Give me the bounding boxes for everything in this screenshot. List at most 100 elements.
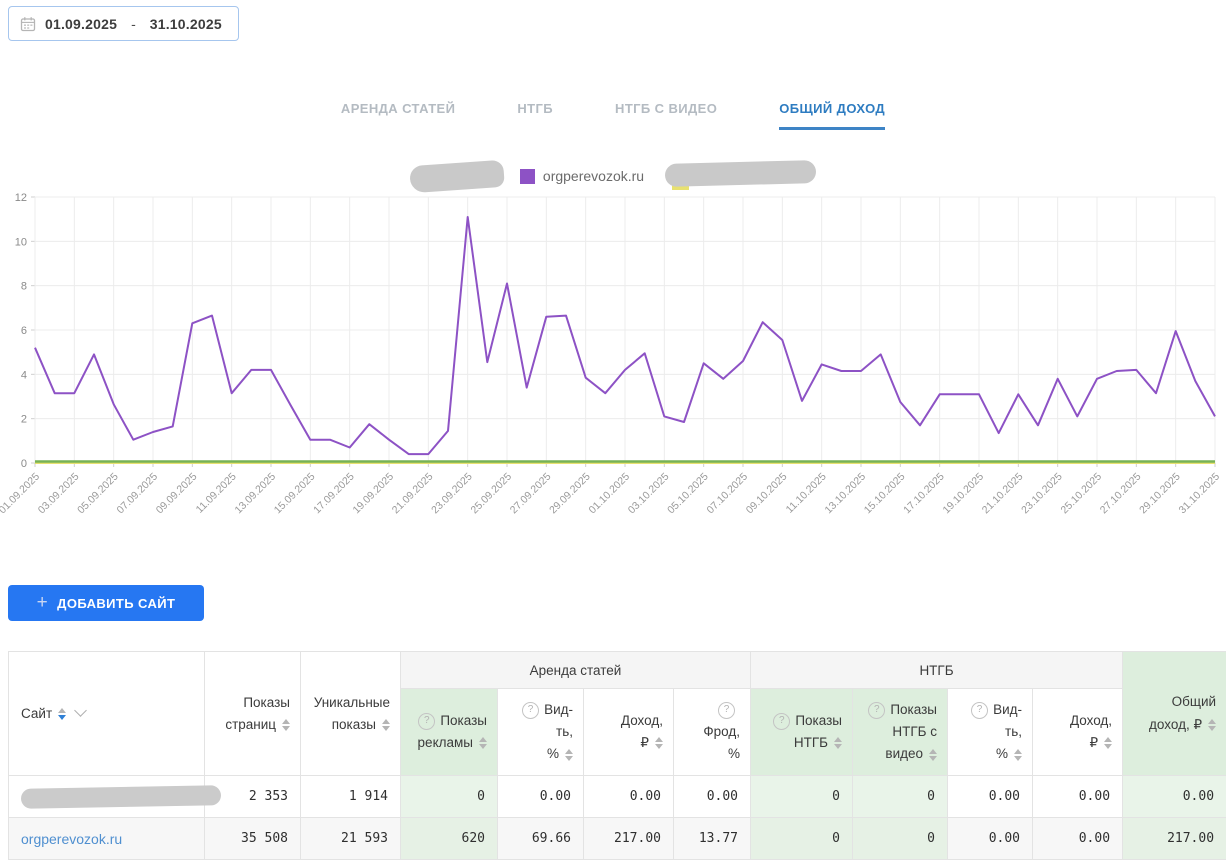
column-label-line: Вид-ть, — [993, 702, 1022, 739]
sort-icon[interactable] — [479, 737, 487, 749]
help-icon[interactable]: ? — [773, 713, 790, 730]
help-icon[interactable]: ? — [522, 702, 539, 719]
site-cell: orgperevozok.ru — [9, 818, 205, 860]
sort-down-icon — [565, 756, 573, 761]
value-cell: 0 — [751, 818, 853, 860]
column-header-показы-нтгб-с-видео[interactable]: ?ПоказыНТГБ свидео — [853, 689, 948, 776]
y-axis-label: 0 — [21, 458, 27, 470]
column-label-line: Доход, — [1070, 713, 1112, 728]
column-header-page-views[interactable]: Показыстраниц — [205, 652, 301, 776]
date-range-picker[interactable]: 01.09.2025 - 31.10.2025 — [8, 6, 239, 41]
sort-icon[interactable] — [1104, 737, 1112, 749]
chevron-down-icon[interactable] — [74, 704, 87, 717]
sort-up-icon — [1104, 737, 1112, 742]
column-label-line: Показы — [243, 695, 290, 710]
sort-down-icon — [58, 715, 66, 720]
sort-icon[interactable] — [1208, 719, 1216, 731]
column-label-line: Показы — [890, 702, 937, 717]
value-cell: 0 — [751, 776, 853, 818]
x-axis-label: 13.10.2025 — [822, 471, 868, 517]
site-header-label: Сайт — [21, 706, 52, 721]
value-cell: 0.00 — [1033, 776, 1123, 818]
column-header-доход-[interactable]: Доход,₽ — [1033, 689, 1123, 776]
table-row: 2 3531 91400.000.000.00000.000.000.00 — [9, 776, 1226, 818]
sort-icon[interactable] — [929, 749, 937, 761]
redacted-site-name — [21, 785, 221, 808]
sort-up-icon — [479, 737, 487, 742]
y-axis-label: 8 — [21, 281, 27, 293]
help-icon[interactable]: ? — [418, 713, 435, 730]
x-axis-label: 09.10.2025 — [744, 471, 790, 517]
sort-up-icon — [929, 749, 937, 754]
site-cell — [9, 776, 205, 818]
value-cell: 0.00 — [584, 776, 674, 818]
sort-down-icon — [1208, 726, 1216, 731]
sort-up-icon — [282, 719, 290, 724]
sort-icon[interactable] — [565, 749, 573, 761]
x-axis-label: 31.10.2025 — [1176, 471, 1222, 517]
sort-icon[interactable] — [282, 719, 290, 731]
tab-ntgb-s-video[interactable]: НТГБ С ВИДЕО — [615, 101, 717, 130]
add-site-button[interactable]: + ДОБАВИТЬ САЙТ — [8, 585, 204, 621]
sort-icon[interactable] — [1014, 749, 1022, 761]
value-cell: 620 — [401, 818, 498, 860]
x-axis-label: 25.10.2025 — [1058, 471, 1104, 517]
x-axis-label: 27.10.2025 — [1098, 471, 1144, 517]
sort-down-icon — [382, 726, 390, 731]
y-axis-label: 10 — [15, 236, 27, 248]
sort-up-icon — [1014, 749, 1022, 754]
date-separator: - — [131, 16, 136, 32]
date-start[interactable]: 01.09.2025 — [45, 16, 117, 32]
legend-item-orgperevozok-ru[interactable]: orgperevozok.ru — [520, 168, 644, 184]
column-header-total-income[interactable]: Общийдоход, ₽ — [1123, 652, 1226, 776]
value-cell: 217.00 — [1123, 818, 1226, 860]
legend-item-redacted[interactable] — [409, 159, 505, 192]
x-axis-label: 11.10.2025 — [784, 471, 829, 516]
column-header-вид-ть-[interactable]: ?Вид-ть,% — [948, 689, 1033, 776]
report-tabs: АРЕНДА СТАТЕЙ НТГБ НТГБ С ВИДЕО ОБЩИЙ ДОХОД — [0, 101, 1226, 130]
sort-down-icon — [929, 756, 937, 761]
column-header-unique-views[interactable]: Уникальныепоказы — [301, 652, 401, 776]
sort-icon[interactable] — [834, 737, 842, 749]
column-header-фрод-[interactable]: ?Фрод,% — [674, 689, 751, 776]
value-cell: 21 593 — [301, 818, 401, 860]
y-axis-label: 2 — [21, 414, 27, 426]
calendar-icon — [20, 16, 36, 32]
sort-icon[interactable] — [382, 719, 390, 731]
sort-up-icon — [565, 749, 573, 754]
legend-swatch-purple-icon — [520, 169, 535, 184]
sites-data-table: СайтПоказыстраницУникальныепоказыАренда … — [8, 651, 1226, 860]
sort-up-icon — [382, 719, 390, 724]
tab-obshchiy-dokhod[interactable]: ОБЩИЙ ДОХОД — [779, 101, 885, 130]
tab-ntgb[interactable]: НТГБ — [517, 101, 553, 130]
value-cell: 0.00 — [674, 776, 751, 818]
x-axis-label: 23.10.2025 — [1019, 471, 1065, 517]
sort-up-icon — [834, 737, 842, 742]
value-cell: 0.00 — [1123, 776, 1226, 818]
x-axis-label: 17.09.2025 — [311, 471, 357, 517]
line-chart-svg: 02468101201.09.202503.09.202505.09.20250… — [0, 190, 1226, 545]
site-link[interactable]: orgperevozok.ru — [21, 831, 122, 847]
help-icon[interactable]: ? — [971, 702, 988, 719]
help-icon[interactable]: ? — [718, 702, 735, 719]
sort-icon[interactable] — [58, 708, 66, 720]
column-label-line: Показы — [795, 713, 842, 728]
column-label-line: показы — [332, 717, 376, 732]
x-axis-label: 05.09.2025 — [75, 471, 121, 517]
y-axis-label: 12 — [15, 192, 27, 204]
column-header-показы-нтгб[interactable]: ?ПоказыНТГБ — [751, 689, 853, 776]
column-header-доход-[interactable]: Доход,₽ — [584, 689, 674, 776]
column-header-показы-рекламы[interactable]: ?Показырекламы — [401, 689, 498, 776]
tab-arenda-statey[interactable]: АРЕНДА СТАТЕЙ — [341, 101, 455, 130]
table-header-group-row: СайтПоказыстраницУникальныепоказыАренда … — [9, 652, 1226, 689]
value-cell: 1 914 — [301, 776, 401, 818]
legend-item-redacted-yellow[interactable] — [660, 162, 816, 190]
sort-down-icon — [1104, 744, 1112, 749]
date-end[interactable]: 31.10.2025 — [150, 16, 222, 32]
column-header-вид-ть-[interactable]: ?Вид-ть,% — [498, 689, 584, 776]
column-label-line: ₽ — [640, 735, 649, 750]
help-icon[interactable]: ? — [868, 702, 885, 719]
x-axis-label: 25.09.2025 — [468, 471, 514, 517]
sort-icon[interactable] — [655, 737, 663, 749]
column-header-site[interactable]: Сайт — [9, 652, 205, 776]
